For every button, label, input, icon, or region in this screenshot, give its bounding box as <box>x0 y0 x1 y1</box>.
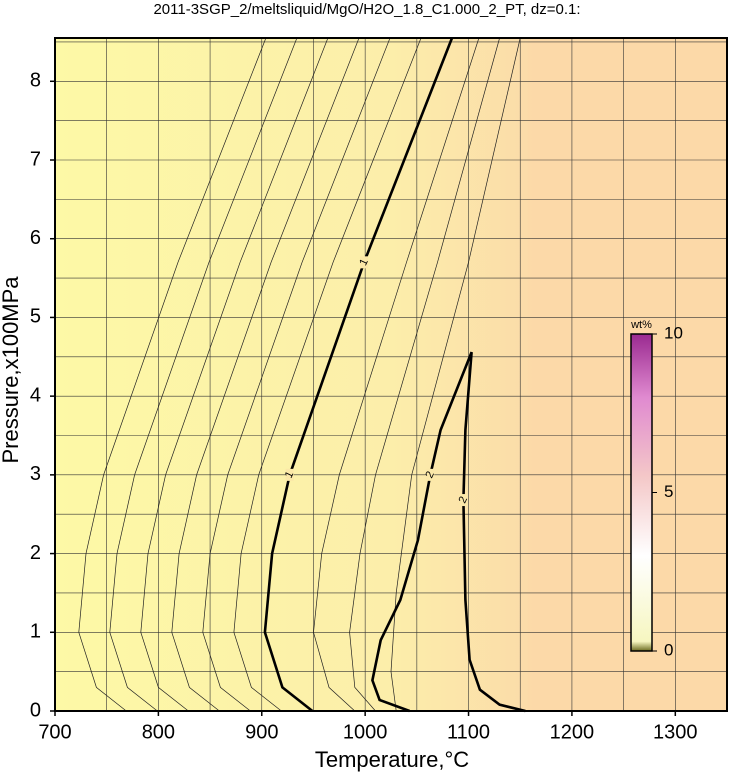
contour-line-bold <box>371 351 526 713</box>
y-tick-label: 6 <box>30 227 41 249</box>
x-tick-label: 1300 <box>653 721 698 743</box>
plot-background <box>55 38 727 711</box>
y-tick-label: 8 <box>30 70 41 92</box>
contour-label: 2 <box>457 495 470 506</box>
contour-line <box>171 37 360 712</box>
contour-line <box>109 37 298 712</box>
colorbar-label: wt% <box>630 319 652 331</box>
contour-label-bg <box>426 468 435 481</box>
y-tick-label: 3 <box>30 463 41 485</box>
y-tick-label: 5 <box>30 306 41 328</box>
contour-label: 2 <box>423 470 436 481</box>
contour-label: 1 <box>283 470 296 481</box>
contour-line <box>313 37 480 712</box>
contour-line <box>202 37 391 712</box>
contour-line <box>233 37 422 712</box>
contour-label-bg <box>285 468 294 481</box>
x-axis-label: Temperature,°C <box>315 747 469 772</box>
contour-label-bg <box>459 494 468 507</box>
contour-line <box>390 37 521 712</box>
contour-line <box>349 37 500 712</box>
colorbar-tick-label: 0 <box>664 640 673 659</box>
plot-frame <box>54 37 728 712</box>
y-tick-label: 7 <box>30 148 41 170</box>
contour-label: 1 <box>357 257 370 268</box>
contour-label-bg <box>360 256 369 269</box>
y-tick-label: 0 <box>30 699 41 721</box>
colorbar: wt% 0 5 10 <box>630 319 683 660</box>
colorbar-tick-label: 5 <box>664 482 673 501</box>
contour-line <box>78 37 267 712</box>
x-tick-label: 900 <box>245 721 278 743</box>
x-tick-label: 1000 <box>343 721 388 743</box>
chart-title: 2011-3SGP_2/meltsliquid/MgO/H2O_1.8_C1.0… <box>153 1 580 18</box>
colorbar-tick-label: 10 <box>664 323 683 342</box>
x-tick-label: 1200 <box>550 721 595 743</box>
x-tick-label: 700 <box>38 721 71 743</box>
colorbar-scale <box>630 333 653 652</box>
x-tick-label: 1100 <box>447 721 490 743</box>
y-tick-label: 1 <box>30 621 41 643</box>
y-axis-label: Pressure,x100MPa <box>0 276 23 464</box>
y-tick-label: 2 <box>30 542 41 564</box>
contour-lines: 1 1 2 2 <box>78 37 526 713</box>
contour-line <box>140 37 329 712</box>
x-tick-label: 800 <box>142 721 175 743</box>
y-tick-label: 4 <box>30 384 41 406</box>
